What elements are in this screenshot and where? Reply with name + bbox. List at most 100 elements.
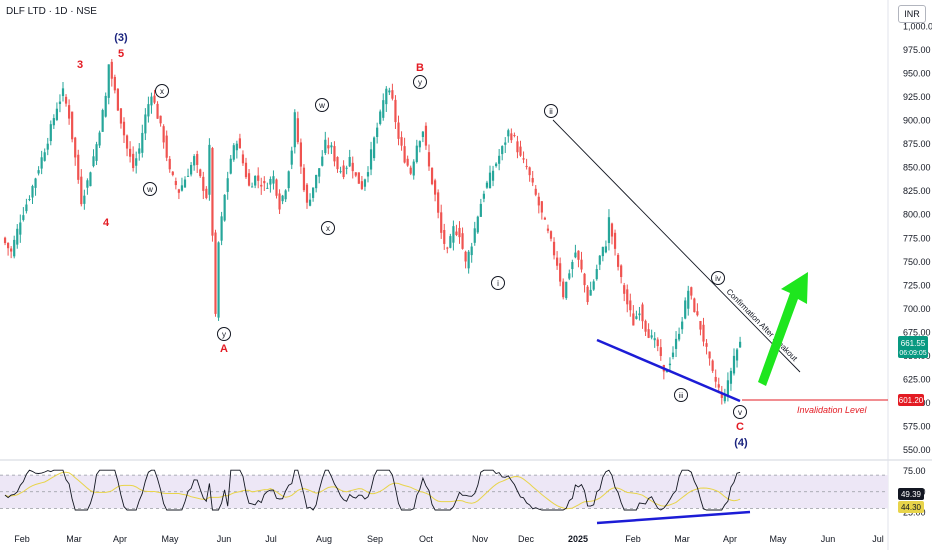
bullish-arrow — [758, 272, 808, 386]
candle-body — [235, 143, 238, 151]
candle-body — [641, 304, 644, 322]
candle-body — [168, 158, 171, 170]
candle-body — [321, 156, 324, 166]
wave-circle-marker — [711, 271, 725, 285]
candle-body — [571, 262, 574, 270]
price-tick-label: 550.00 — [903, 445, 931, 455]
support-line[interactable] — [596, 338, 741, 403]
price-tick-label: 625.00 — [903, 374, 931, 384]
candle-body — [104, 95, 107, 117]
candle-body — [696, 311, 699, 316]
candle-body — [147, 104, 150, 117]
candle-body — [49, 124, 52, 142]
candle-body — [315, 174, 318, 189]
candle-body — [16, 228, 19, 245]
price-tick-label: 775.00 — [903, 233, 931, 243]
candle-body — [55, 108, 58, 120]
candle-body — [302, 167, 306, 191]
rsi-line — [4, 469, 741, 511]
candle-body — [488, 172, 492, 189]
rsi-ma-badge — [898, 501, 924, 513]
wave-label-A: A — [220, 343, 228, 355]
candle-body — [373, 137, 376, 159]
currency-button[interactable]: INR — [898, 5, 926, 23]
candle-body — [31, 186, 34, 198]
resistance-trendline[interactable] — [552, 119, 801, 373]
candle-body — [357, 172, 360, 184]
wave-label-iv: iv — [715, 274, 721, 283]
candle-body — [129, 148, 132, 157]
candle-body — [699, 321, 702, 330]
candle-body — [13, 239, 16, 257]
candle-body — [446, 247, 449, 249]
candle-body — [476, 216, 479, 233]
price-tick-label: 575.00 — [903, 421, 931, 431]
candle-body — [690, 287, 693, 296]
candle-body — [180, 185, 184, 191]
candle-body — [284, 190, 287, 200]
candle-body — [101, 110, 104, 132]
candle-body — [196, 154, 199, 165]
candle-body — [138, 148, 141, 154]
candle-body — [144, 114, 147, 134]
candle-body — [354, 172, 357, 176]
candle-body — [141, 132, 144, 153]
candle-body — [193, 156, 196, 166]
time-tick-label: Nov — [472, 534, 489, 544]
candle-body — [714, 376, 717, 382]
candle-body — [617, 254, 620, 267]
candle-body — [659, 347, 662, 356]
candle-body — [241, 154, 245, 164]
wave-circle-marker — [155, 84, 169, 98]
candle-body — [394, 99, 397, 123]
candle-body — [58, 101, 62, 104]
price-tick-label: 725.00 — [903, 280, 931, 290]
candle-body — [348, 156, 351, 167]
candle-body — [43, 152, 46, 161]
candle-body — [388, 90, 391, 93]
candle-body — [86, 180, 89, 188]
candle-body — [650, 335, 653, 338]
candle-body — [46, 143, 49, 150]
candle-body — [363, 179, 367, 187]
candle-body — [586, 286, 589, 303]
candle-body — [729, 370, 733, 384]
wave-label-y: y — [418, 78, 422, 87]
rsi-support-line[interactable] — [596, 510, 751, 525]
rsi-ma-line — [4, 471, 741, 510]
candle-body — [308, 199, 312, 206]
candle-body — [257, 175, 260, 181]
candle-body — [418, 141, 421, 148]
wave-circle-marker — [491, 276, 505, 290]
candle-body — [272, 176, 275, 184]
candle-body — [183, 179, 187, 188]
candle-body — [519, 146, 522, 156]
candle-body — [717, 384, 720, 388]
candle-body — [443, 230, 446, 244]
symbol-title[interactable]: DLF LTD · 1D · NSE — [6, 6, 97, 17]
candle-body — [312, 187, 315, 198]
candle-body — [543, 217, 546, 220]
candle-body — [671, 352, 675, 358]
candle-body — [98, 132, 101, 146]
candle-body — [598, 255, 601, 265]
candle-body — [92, 156, 95, 167]
time-tick-label: 2025 — [568, 534, 588, 544]
candle-body — [739, 341, 742, 348]
candle-body — [626, 289, 629, 305]
candle-body — [171, 171, 174, 175]
candle-body — [470, 246, 473, 256]
time-tick-label: Jul — [872, 534, 884, 544]
candle-body — [217, 242, 220, 318]
candle-body — [464, 251, 467, 262]
candle-body — [504, 142, 507, 145]
candle-body — [403, 146, 406, 163]
time-tick-label: Mar — [674, 534, 690, 544]
price-tick-label: 675.00 — [903, 327, 931, 337]
candle-body — [525, 165, 528, 168]
candle-body — [379, 111, 382, 124]
candle-body — [3, 237, 7, 244]
candle-body — [68, 105, 71, 119]
